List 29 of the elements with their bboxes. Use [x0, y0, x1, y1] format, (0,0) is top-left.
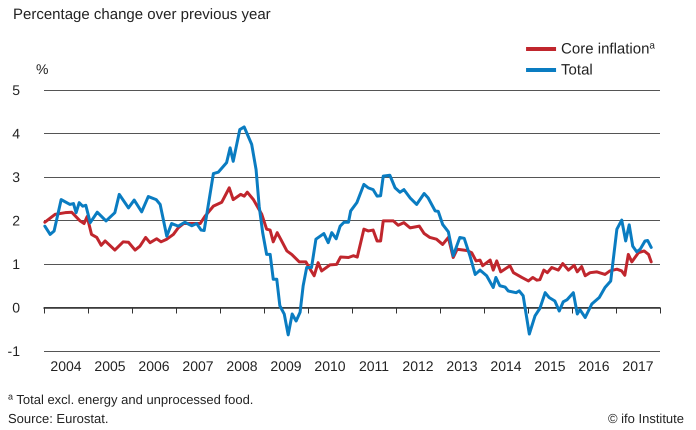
x-tick-label: 2013: [446, 358, 478, 374]
y-tick-label: 5: [12, 82, 20, 98]
y-tick-label: 2: [12, 212, 20, 228]
x-tick-label: 2010: [314, 358, 346, 374]
x-tick-label: 2016: [578, 358, 610, 374]
x-tick-label: 2007: [182, 358, 214, 374]
line-series: [43, 186, 653, 282]
y-axis-title: %: [36, 61, 48, 77]
x-tick-label: 2014: [490, 358, 522, 374]
x-tick-label: 2008: [226, 358, 258, 374]
y-tick-label: 3: [12, 169, 20, 185]
y-tick-label: 0: [12, 300, 20, 316]
line-series: [43, 125, 653, 336]
source-note: Source: Eurostat.: [8, 411, 108, 426]
y-tick-label: 4: [12, 126, 20, 142]
x-tick-label: 2004: [50, 358, 82, 374]
y-tick-label: 1: [12, 256, 20, 272]
x-tick-label: 2012: [402, 358, 434, 374]
x-tick-label: 2011: [358, 358, 390, 374]
y-tick-label: -1: [8, 343, 20, 359]
x-tick-label: 2017: [622, 358, 654, 374]
legend-label: Total: [561, 62, 593, 78]
x-tick-label: 2009: [270, 358, 302, 374]
x-tick-label: 2006: [138, 358, 170, 374]
text: a Total excl. energy and unprocessed food.: [8, 392, 254, 407]
chart-title: Percentage change over previous year: [13, 6, 271, 23]
text: © ifo Institute: [608, 411, 684, 426]
x-tick-label: 2015: [534, 358, 566, 374]
x-tick-label: 2005: [94, 358, 126, 374]
